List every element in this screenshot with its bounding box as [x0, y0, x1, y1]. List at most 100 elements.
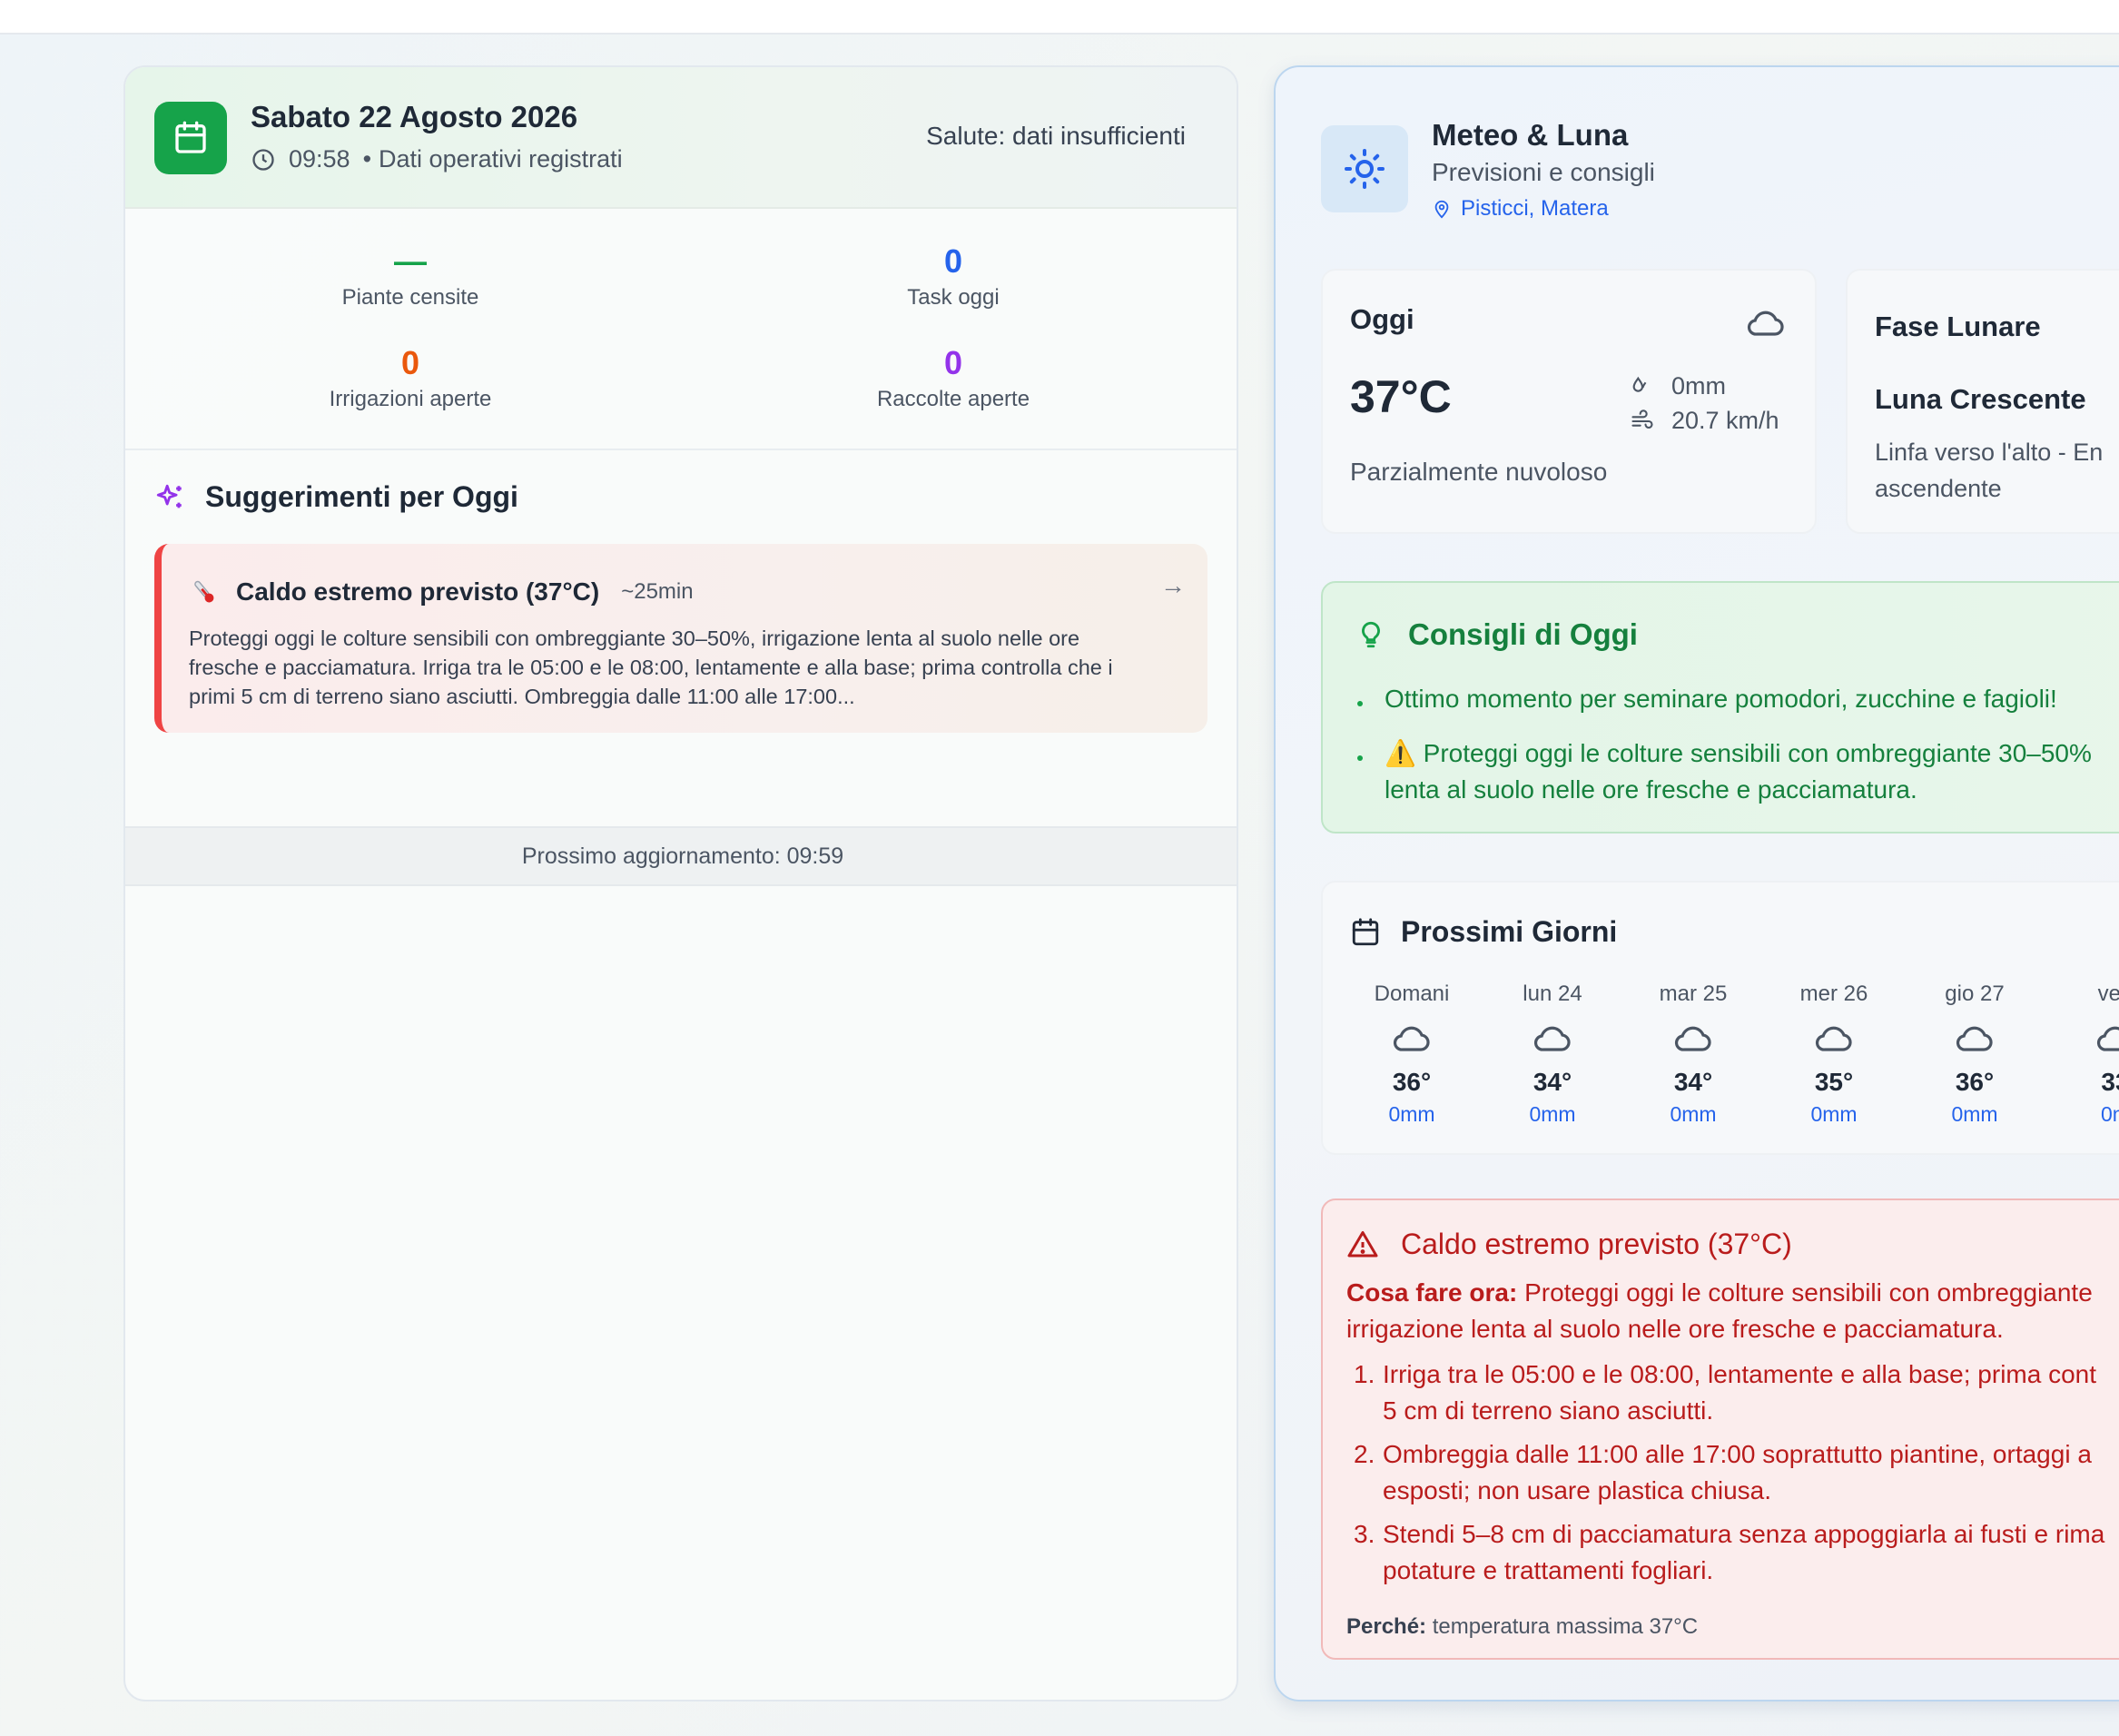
day-name: lun 24: [1523, 981, 1582, 1006]
cloud-icon: [1489, 1013, 1616, 1064]
step-number: 3.: [1354, 1520, 1375, 1548]
tips-list: Ottimo momento per seminare pomodori, zu…: [1350, 681, 2119, 808]
warning-reason: Perché: temperatura massima 37°C: [1346, 1614, 1698, 1640]
day-temperature: 36°: [1392, 1068, 1432, 1096]
next-update: Prossimo aggiornamento: 09:59: [125, 826, 1237, 886]
cloud-icon: [1770, 1013, 1897, 1064]
day-name: Domani: [1374, 981, 1450, 1006]
step-number: 2.: [1354, 1440, 1375, 1468]
daily-summary-header: Sabato 22 Agosto 2026 09:58 • Dati opera…: [125, 67, 1237, 209]
daily-tips: Consigli di Oggi Ottimo momento per semi…: [1321, 581, 2119, 833]
step-text: potature e trattamenti fogliari.: [1383, 1556, 1714, 1584]
moon-desc-line: Linfa verso l'alto - En: [1875, 439, 2104, 466]
current-time: 09:58: [289, 145, 350, 173]
suggestions-title-text: Suggerimenti per Oggi: [205, 480, 518, 513]
suggestion-title: Caldo estremo previsto (37°C): [236, 577, 600, 606]
forecast-day[interactable]: mar 25 34° 0mm: [1630, 981, 1757, 1127]
suggestion-head: Caldo estremo previsto (37°C) ~25min: [189, 577, 694, 607]
top-bar: [0, 0, 2119, 35]
forecast-days: Prossimi Giorni Domani 36° 0mm lun 24 34° 0mm…: [1321, 881, 2119, 1155]
today-wind: 20.7 km/h: [1630, 407, 1779, 435]
warning-action-text: irrigazione lenta al suolo nelle ore fre…: [1346, 1315, 2004, 1343]
calendar-icon: [154, 102, 227, 174]
today-temperature: 37°C: [1350, 371, 1452, 422]
weather-subtitle: Previsioni e consigli: [1432, 158, 1655, 186]
health-status: Salute: dati insufficienti: [926, 122, 1186, 150]
suggestion-duration: ~25min: [621, 579, 694, 604]
day-rain: 0mm: [1951, 1102, 1998, 1126]
day-rain: 0mm: [1529, 1102, 1576, 1126]
forecast-day[interactable]: lun 24 34° 0mm: [1489, 981, 1616, 1127]
day-temperature: 36°: [1955, 1068, 1995, 1096]
calendar-icon: [1352, 917, 1379, 945]
day-temperature: 33: [2101, 1068, 2119, 1096]
forecast-title: Prossimi Giorni: [1350, 915, 1617, 949]
warning-action-text: Proteggi oggi le colture sensibili con o…: [1524, 1278, 2093, 1307]
step-text: 5 cm di terreno siano asciutti.: [1383, 1396, 1714, 1425]
stat-tasks[interactable]: 0 Task oggi: [681, 242, 1226, 311]
forecast-day[interactable]: gio 27 36° 0mm: [1911, 981, 2038, 1127]
suggestion-card[interactable]: Caldo estremo previsto (37°C) ~25min → P…: [154, 544, 1207, 733]
forecast-day[interactable]: ven 33 0m: [2052, 981, 2119, 1127]
suggestions-title: Suggerimenti per Oggi: [154, 480, 518, 514]
tips-title-text: Consigli di Oggi: [1408, 617, 1638, 651]
reason-text: temperatura massima 37°C: [1432, 1614, 1699, 1639]
forecast-title-text: Prossimi Giorni: [1401, 915, 1618, 948]
tip-item: ⚠️ Proteggi oggi le colture sensibili co…: [1350, 735, 2119, 808]
step-text: Stendi 5–8 cm di pacciamatura senza appo…: [1383, 1520, 2105, 1548]
warning-action-label: Cosa fare ora:: [1346, 1278, 1518, 1307]
stat-value: 0: [943, 242, 963, 280]
forecast-day[interactable]: mer 26 35° 0mm: [1770, 981, 1897, 1127]
weather-title: Meteo & Luna: [1432, 118, 1629, 152]
moon-desc-line: ascendente: [1875, 475, 2002, 502]
today-condition: Parzialmente nuvoloso: [1350, 458, 1608, 486]
arrow-right-icon[interactable]: →: [1160, 571, 1186, 599]
stat-value: 0: [400, 344, 420, 381]
separator: •: [362, 145, 372, 173]
stat-harvests[interactable]: 0 Raccolte aperte: [681, 343, 1226, 412]
date-subtitle: 09:58 • Dati operativi registrati: [251, 145, 623, 173]
day-name: ven: [2097, 981, 2119, 1006]
day-temperature: 34°: [1533, 1068, 1572, 1096]
today-wind-value: 20.7 km/h: [1671, 407, 1779, 434]
tips-title: Consigli di Oggi: [1355, 617, 1638, 652]
stat-label: Raccolte aperte: [876, 387, 1030, 411]
cloud-icon: [1911, 1013, 2038, 1064]
today-rain-value: 0mm: [1671, 372, 1726, 399]
tip-line: ⚠️ Proteggi oggi le colture sensibili co…: [1385, 739, 2092, 767]
moon-phase: Fase Lunare Luna Crescente Linfa verso l…: [1846, 269, 2119, 534]
step-text: Irriga tra le 05:00 e le 08:00, lentamen…: [1383, 1360, 2097, 1388]
stat-plants[interactable]: — Piante censite: [138, 242, 683, 311]
operational-status: Dati operativi registrati: [379, 145, 623, 173]
suggestion-text: Proteggi oggi le colture sensibili con o…: [189, 626, 1113, 708]
stat-label: Task oggi: [907, 285, 1000, 310]
heat-warning: Caldo estremo previsto (37°C) Cosa fare …: [1321, 1198, 2119, 1660]
daily-summary-card: Sabato 22 Agosto 2026 09:58 • Dati opera…: [123, 65, 1238, 1701]
warning-action: Cosa fare ora: Proteggi oggi le colture …: [1346, 1275, 2119, 1347]
warning-step: 2. Ombreggia dalle 11:00 alle 17:00 sopra…: [1346, 1436, 2119, 1509]
stat-value: —: [394, 242, 427, 280]
day-name: mer 26: [1799, 981, 1868, 1006]
warning-title: Caldo estremo previsto (37°C): [1346, 1228, 1792, 1261]
forecast-day[interactable]: Domani 36° 0mm: [1348, 981, 1475, 1127]
clock-icon: [252, 148, 274, 171]
today-rain: 0mm: [1630, 372, 1726, 400]
cloud-icon: [1744, 301, 1788, 350]
weather-moon-card: Meteo & Luna Previsioni e consigli Pisti…: [1274, 65, 2119, 1701]
cloud-icon: [1630, 1013, 1757, 1064]
lightbulb-icon: [1362, 621, 1380, 648]
today-label: Oggi: [1350, 303, 1414, 335]
warning-step: 3. Stendi 5–8 cm di pacciamatura senza ap…: [1346, 1516, 2119, 1589]
day-rain: 0m: [2101, 1102, 2119, 1126]
thermometer-icon: [194, 580, 214, 603]
warning-title-text: Caldo estremo previsto (37°C): [1401, 1228, 1792, 1260]
reason-label: Perché:: [1346, 1614, 1427, 1639]
stat-irrigations[interactable]: 0 Irrigazioni aperte: [138, 343, 683, 412]
step-text: Ombreggia dalle 11:00 alle 17:00 sopratt…: [1383, 1440, 2092, 1468]
location-link[interactable]: Pisticci, Matera: [1432, 196, 1609, 222]
step-number: 1.: [1354, 1360, 1375, 1388]
alert-triangle-icon: [1347, 1230, 1378, 1257]
today-weather: Oggi 37°C 0mm 20.7 km/h Parzialmente nuv…: [1321, 269, 1817, 534]
tip-line: lenta al suolo nelle ore fresche e pacci…: [1385, 775, 1917, 804]
date-title: Sabato 22 Agosto 2026: [251, 100, 578, 133]
